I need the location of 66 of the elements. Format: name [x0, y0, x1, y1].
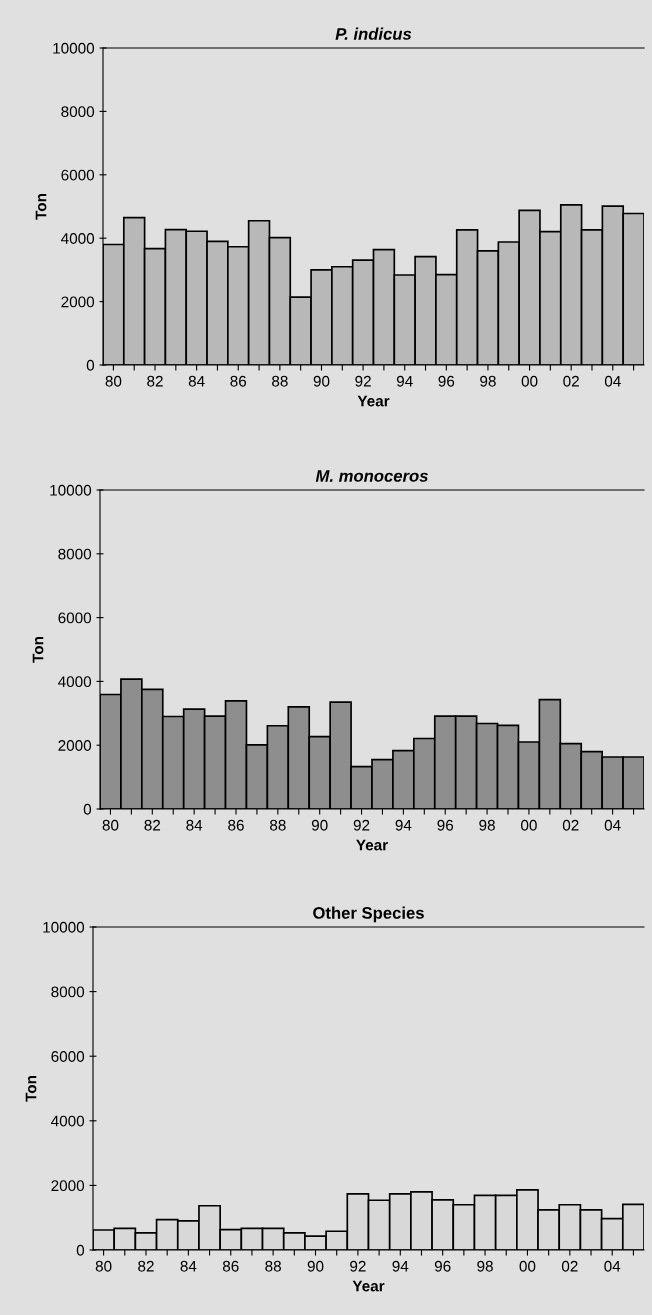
chart-title: Other Species [313, 906, 424, 923]
x-tick-label: 96 [438, 375, 455, 387]
y-axis-title: Ton [32, 637, 44, 663]
x-tick-label: 94 [396, 375, 413, 387]
x-tick-label: 84 [188, 375, 205, 387]
x-tick-label: 00 [521, 819, 537, 831]
x-tick-label: 04 [604, 1260, 621, 1272]
x-tick-label: 98 [480, 375, 496, 387]
x-tick-label: 98 [479, 819, 495, 831]
y-tick-label: 6000 [51, 1051, 85, 1062]
y-tick-label: 2000 [51, 1180, 85, 1192]
y-tick-label: 4000 [61, 233, 95, 244]
x-tick-label: 88 [270, 819, 286, 831]
x-tick-label: 02 [561, 1260, 578, 1272]
x-tick-label: 96 [434, 1260, 451, 1272]
y-tick-label: 0 [76, 1244, 85, 1256]
y-tick-label: 10000 [53, 42, 95, 54]
y-tick-label: 10000 [50, 484, 92, 496]
x-tick-label: 94 [395, 819, 412, 831]
x-axis-title: Year [356, 839, 388, 851]
y-tick-label: 2000 [61, 296, 95, 308]
y-tick-label: 8000 [58, 548, 92, 560]
x-tick-label: 82 [144, 819, 161, 831]
x-tick-label: 00 [519, 1260, 536, 1272]
x-tick-label: 80 [102, 819, 119, 831]
chart-title: M. monoceros [315, 470, 428, 482]
x-tick-label: 92 [355, 375, 371, 387]
x-tick-label: 90 [307, 1260, 324, 1272]
x-tick-label: 94 [392, 1260, 409, 1272]
y-tick-label: 4000 [58, 676, 92, 688]
x-tick-label: 86 [228, 819, 244, 831]
x-axis-title: Year [352, 1280, 385, 1292]
x-tick-label: 80 [105, 375, 122, 387]
x-tick-label: 02 [562, 819, 579, 831]
x-tick-label: 80 [95, 1260, 112, 1272]
y-tick-label: 0 [83, 803, 92, 815]
y-tick-label: 8000 [61, 106, 95, 118]
y-axis-title: Ton [25, 1076, 37, 1102]
y-tick-label: 8000 [51, 986, 85, 998]
y-tick-label: 0 [86, 359, 95, 371]
x-tick-label: 96 [437, 819, 454, 831]
x-axis-title: Year [357, 395, 390, 407]
y-tick-label: 6000 [61, 169, 95, 181]
y-tick-label: 6000 [58, 612, 92, 624]
y-tick-label: 2000 [58, 740, 92, 751]
x-tick-label: 02 [563, 375, 579, 387]
x-tick-label: 92 [350, 1260, 366, 1272]
x-tick-label: 90 [311, 819, 328, 831]
x-tick-label: 86 [222, 1260, 239, 1272]
x-tick-label: 88 [272, 375, 288, 387]
x-tick-label: 90 [313, 375, 330, 387]
x-tick-label: 88 [265, 1260, 281, 1272]
chart-title: P. indicus [335, 27, 412, 40]
x-tick-label: 82 [147, 375, 163, 387]
x-tick-label: 84 [180, 1260, 197, 1272]
x-tick-label: 98 [477, 1260, 493, 1272]
y-tick-label: 10000 [43, 921, 85, 933]
x-tick-label: 04 [604, 375, 621, 387]
x-tick-label: 82 [138, 1260, 154, 1272]
x-tick-label: 04 [604, 819, 621, 831]
x-tick-label: 92 [353, 819, 370, 831]
y-axis-title: Ton [35, 194, 47, 220]
x-tick-label: 86 [230, 375, 247, 387]
x-tick-label: 84 [186, 819, 203, 831]
y-tick-label: 4000 [51, 1115, 85, 1127]
x-tick-label: 00 [521, 375, 538, 387]
